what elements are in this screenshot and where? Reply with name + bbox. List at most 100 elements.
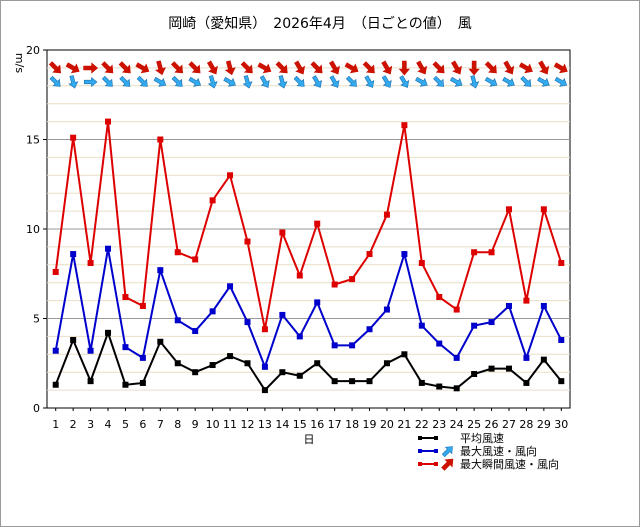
max-wind-direction-arrow-shape [83,76,98,88]
data-point [331,281,338,288]
data-point [488,319,495,326]
max-wind-direction-arrow [153,76,167,87]
data-point [139,302,146,309]
max-wind-direction-arrow [171,75,183,87]
data-point [227,172,234,179]
x-tick-label: 22 [415,418,429,431]
data-point [488,365,495,372]
x-tick-label: 4 [105,418,112,431]
data-point [314,299,321,306]
x-tick-label: 23 [432,418,446,431]
gust-direction-arrow [538,60,550,75]
gust-direction-arrow [188,61,201,74]
data-point [174,317,181,324]
data-point [227,283,234,290]
x-axis-label: 日 [304,433,315,446]
gust-direction-arrow [344,62,359,74]
x-tick-label: 26 [485,418,499,431]
gust-direction-arrow [362,61,375,74]
data-point [558,336,565,343]
data-point [122,294,129,301]
gust-direction-arrow-shape [451,60,462,75]
data-point [366,251,373,258]
data-point [383,360,390,367]
x-tick-label: 5 [122,418,129,431]
data-point [105,245,112,252]
data-point [105,118,112,125]
data-point [139,379,146,386]
x-tick-label: 2 [70,418,77,431]
x-tick-label: 30 [554,418,568,431]
x-tick-label: 11 [223,418,237,431]
data-point [436,294,443,301]
gust-direction-arrow-shape [484,61,497,74]
data-point [157,136,164,143]
gust-direction-arrow-shape [432,61,445,74]
max-wind-direction-arrow [83,76,98,88]
max-wind-direction-arrow-shape [554,76,568,87]
max-wind-direction-arrow-shape [277,75,288,89]
y-tick-label: 20 [26,44,40,57]
data-point [540,302,547,309]
data-point [523,354,530,361]
data-point [174,360,181,367]
gust-direction-arrow-shape [135,62,150,74]
x-tick-label: 25 [467,418,481,431]
max-wind-direction-arrow-shape [188,76,202,87]
gust-direction-arrow [48,61,61,74]
x-tick-label: 7 [157,418,164,431]
data-point [540,206,547,213]
y-tick-label: 15 [26,134,40,147]
gust-direction-arrow-shape [170,61,184,74]
x-tick-label: 17 [328,418,342,431]
max-wind-direction-arrow [312,75,322,88]
max-wind-direction-arrow-shape [502,76,515,87]
gust-direction-arrow-shape [329,60,340,75]
legend-marker [418,436,422,440]
gust-direction-arrow [398,60,411,76]
data-point [331,378,338,385]
gust-direction-arrow-shape [83,62,99,74]
max-wind-direction-arrow [136,75,148,87]
data-point [52,268,59,275]
max-wind-direction-arrow-shape [537,76,550,87]
x-tick-label: 20 [380,418,394,431]
max-wind-direction-arrow-shape [259,75,270,88]
gust-direction-arrow-shape [275,61,288,74]
gust-direction-arrow [310,61,323,74]
data-point [383,211,390,218]
data-point [174,249,181,256]
max-wind-direction-arrow-shape [171,75,183,87]
data-point [296,333,303,340]
max-wind-direction-arrow [364,75,375,88]
gust-direction-arrow [83,62,99,74]
gust-direction-arrow [155,60,166,76]
gust-direction-arrow [503,60,515,75]
max-wind-direction-arrow-shape [312,75,322,88]
gust-direction-arrow [257,62,272,74]
gust-direction-arrow-shape [48,61,61,74]
data-point [279,369,286,376]
data-point [366,378,373,385]
data-point [314,220,321,227]
gust-direction-arrow-shape [224,60,236,76]
x-tick-label: 13 [258,418,272,431]
gust-direction-arrow [468,60,480,76]
x-tick-label: 28 [519,418,533,431]
max-wind-direction-arrow-shape [449,76,463,87]
data-point [244,360,251,367]
max-wind-direction-arrow-shape [433,75,445,87]
legend-marker [434,462,438,466]
x-tick-label: 15 [293,418,307,431]
gust-direction-arrow-shape [538,60,550,75]
x-tick-label: 8 [174,418,181,431]
max-wind-direction-arrow [537,76,550,87]
data-point [471,249,478,256]
gust-direction-arrow-shape [468,60,480,76]
x-tick-label: 19 [363,418,377,431]
max-wind-direction-arrow [484,76,498,87]
gust-direction-arrow [416,60,428,75]
legend-marker [418,462,422,466]
data-point [418,322,425,329]
max-wind-direction-arrow [329,75,340,88]
